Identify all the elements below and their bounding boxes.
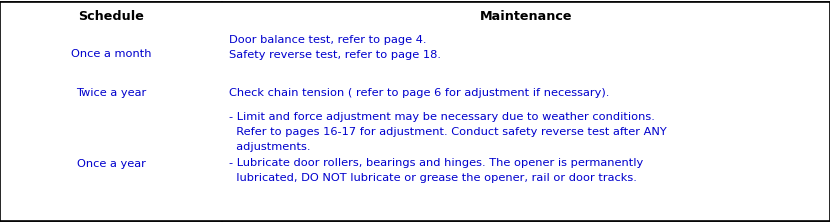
Text: Twice a year: Twice a year <box>76 88 146 98</box>
Bar <box>222 107 830 221</box>
Text: Refer to pages 16-17 for adjustment. Conduct safety reverse test after ANY: Refer to pages 16-17 for adjustment. Con… <box>229 127 666 137</box>
Bar <box>222 30 830 79</box>
Bar <box>222 2 830 30</box>
Text: Check chain tension ( refer to page 6 for adjustment if necessary).: Check chain tension ( refer to page 6 fo… <box>229 88 609 98</box>
Bar <box>0 107 222 221</box>
Bar <box>0 30 222 79</box>
Bar <box>222 79 830 107</box>
Text: Schedule: Schedule <box>78 10 144 23</box>
Text: Once a month: Once a month <box>71 50 151 60</box>
Text: - Limit and force adjustment may be necessary due to weather conditions.: - Limit and force adjustment may be nece… <box>229 112 655 122</box>
Text: Safety reverse test, refer to page 18.: Safety reverse test, refer to page 18. <box>229 50 441 60</box>
Text: lubricated, DO NOT lubricate or grease the opener, rail or door tracks.: lubricated, DO NOT lubricate or grease t… <box>229 173 637 183</box>
Text: - Lubricate door rollers, bearings and hinges. The opener is permanently: - Lubricate door rollers, bearings and h… <box>229 158 643 168</box>
Bar <box>0 2 222 30</box>
Text: Once a year: Once a year <box>77 159 145 169</box>
Bar <box>0 79 222 107</box>
Text: Maintenance: Maintenance <box>480 10 573 23</box>
Text: adjustments.: adjustments. <box>229 142 310 152</box>
Text: Door balance test, refer to page 4.: Door balance test, refer to page 4. <box>229 35 427 45</box>
